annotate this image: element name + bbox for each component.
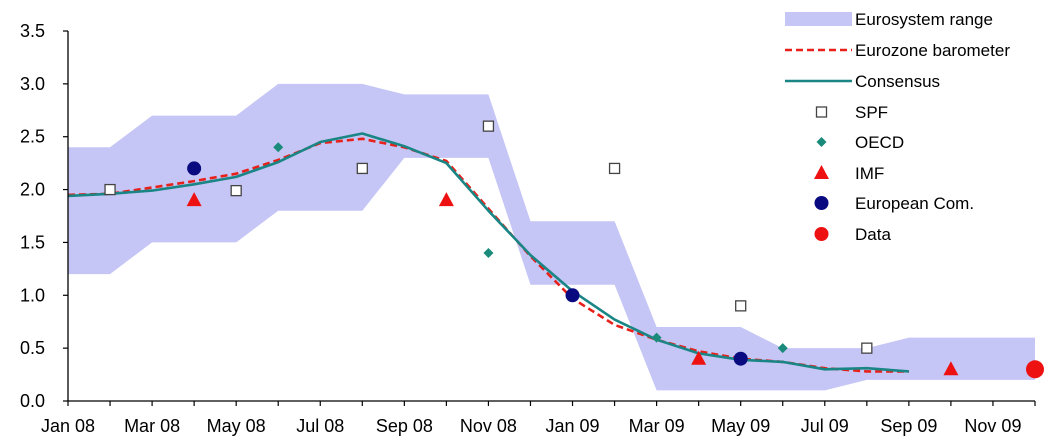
y-tick-label: 1.5: [20, 232, 45, 252]
x-tick-label: Sep 09: [880, 416, 937, 436]
spf-point: [608, 162, 621, 175]
x-tick-label: Mar 09: [629, 416, 685, 436]
legend-oecd-swatch: [816, 137, 827, 147]
consensus-line: [67, 132, 909, 373]
imf-point: [691, 350, 707, 365]
x-tick-label: May 09: [711, 416, 770, 436]
legend-oecd-label: OECD: [855, 133, 904, 152]
y-tick-label: 3.0: [20, 74, 45, 94]
imf-point: [943, 361, 959, 376]
legend-spf-swatch: [815, 106, 828, 118]
x-tick-label: May 08: [207, 416, 266, 436]
legend-spf-label: SPF: [855, 103, 888, 122]
x-tick-label: Jul 08: [296, 416, 344, 436]
y-tick-label: 3.5: [20, 21, 45, 41]
imf-point: [186, 192, 202, 207]
x-tick-label: Sep 08: [376, 416, 433, 436]
legend-eurozone-barometer-label: Eurozone barometer: [855, 41, 1010, 60]
y-tick-label: 0.5: [20, 338, 45, 358]
x-tick-label: Jan 09: [545, 416, 599, 436]
european-com-point: [733, 351, 748, 366]
spf-point: [356, 162, 368, 175]
y-tick-label: 2.0: [20, 180, 45, 200]
legend: Eurosystem range Eurozone barometer Consen…: [785, 10, 1010, 244]
spf-point: [230, 184, 242, 197]
legend-imf-swatch: [814, 165, 829, 179]
legend-european-com-label: European Com.: [855, 194, 974, 213]
data-point: [1026, 360, 1044, 379]
y-tick-label: 2.5: [20, 127, 45, 147]
legend-data-label: Data: [855, 225, 891, 244]
axes: 0.0 0.5 1.0 1.5 2.0 2.5 3.0 3.5 Jan 08 Mar 08 May …: [20, 21, 1036, 436]
x-tick-label: Nov 08: [460, 416, 517, 436]
x-tick-label: Jan 08: [41, 416, 95, 436]
spf-point: [482, 120, 495, 132]
legend-data-swatch: [814, 227, 829, 241]
x-tick-label: Nov 09: [964, 416, 1021, 436]
european-com-point: [187, 161, 202, 176]
european-com-point: [565, 288, 580, 303]
legend-imf-label: IMF: [855, 164, 884, 183]
spf-point: [104, 183, 116, 196]
oecd-point: [777, 343, 788, 354]
legend-consensus-label: Consensus: [855, 72, 940, 91]
oecd-point: [651, 332, 662, 343]
oecd-point: [273, 142, 284, 153]
spf-point: [735, 300, 747, 312]
oecd-point: [483, 248, 494, 258]
legend-eurosystem-range-swatch: [785, 12, 852, 26]
y-tick-label: 0.0: [20, 391, 45, 411]
x-tick-label: Jul 09: [801, 416, 849, 436]
y-tick-label: 1.0: [20, 285, 45, 305]
imf-point: [438, 192, 454, 207]
x-tick-label: Mar 08: [124, 416, 180, 436]
legend-eurosystem-range-label: Eurosystem range: [855, 10, 993, 29]
legend-european-com-swatch: [814, 196, 829, 210]
eurosystem-range-band: [68, 83, 1035, 391]
plot-area: [67, 83, 1044, 391]
spf-point: [861, 342, 873, 354]
